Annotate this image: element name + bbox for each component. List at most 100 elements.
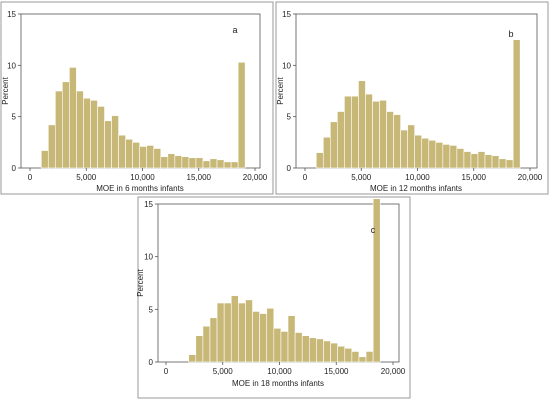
panel-a-bar [237,61,246,169]
panel-b-bar [491,155,500,169]
panel-c-bar [337,345,346,363]
panel-c-bar [259,313,268,363]
panel-b-bar [344,95,352,169]
panel-b-frame [275,1,549,195]
panel-a-bar [202,160,211,169]
panel-b-bar [428,139,437,169]
panel-b-x-tick-label: 20,000 [518,173,543,182]
panel-c-bar [358,356,367,363]
panel-c-bar [252,311,260,363]
panel-c-bar [323,340,331,363]
panel-c-bar [245,299,253,363]
panel-c-bar [238,302,246,363]
panel-c-x-axis-label: MOE in 18 months infants [232,379,324,388]
panel-a-y-tick-label: 5 [12,113,17,122]
panel-c-bar [372,198,381,363]
panel-c-bar [202,325,211,363]
panel-b-y-tick-label: 15 [282,10,291,19]
panel-c-label: c [371,225,376,235]
panel-c-y-tick-label: 15 [144,200,153,209]
panel-a-bar [90,99,98,169]
panel-b-y-tick-label: 0 [287,164,292,173]
panel-a-x-ticks: 0 5,000 10,000 15,000 20,000 [28,168,268,182]
panel-c-bar [308,337,317,363]
panel-c-bar [344,348,353,363]
panel-c-bar [316,338,324,363]
panel-a-frame [0,1,274,195]
panel-a-bar [230,161,239,169]
panel-b: 0 5,000 10,000 15,000 20,000 0 5 10 15 MOE in 1… [275,1,549,195]
panel-a-bar [76,90,84,169]
panel-b-bar [421,137,430,169]
panel-b-bar [379,99,387,169]
panel-c-y-tick-label: 0 [149,358,154,367]
panel-c-x-tick-label: 20,000 [381,367,406,376]
panel-b-bar [330,121,338,169]
panel-a-bars [40,61,246,169]
panel-a-x-tick-label: 10,000 [130,173,155,182]
panel-a-bar [209,158,218,169]
panel-a-bar [181,156,190,169]
panel-a-y-ticks: 0 5 10 15 [7,10,21,173]
panel-c-bar [330,342,338,363]
panel-a-bar [104,120,112,169]
panel-b-bar [456,148,465,169]
panel-b-x-tick-label: 0 [303,173,308,182]
panel-b-bar [351,95,359,169]
panel-b-bar [463,151,472,169]
panel-b-bar [414,134,423,169]
panel-c-y-tick-label: 10 [144,253,153,262]
panel-c-bar [230,295,239,363]
panel-c-bar [273,327,282,363]
panel-b-bar [498,158,507,169]
panel-b-bar [315,152,324,169]
panel-b-bar [442,144,451,169]
panel-a-bar [62,81,70,169]
panel-b-bar [407,124,415,169]
panel-a-x-tick-label: 20,000 [243,173,268,182]
panel-b-bar [322,136,331,169]
panel-b-bars [315,39,521,169]
panel-c-bar [280,331,289,363]
panel-a-bar [160,156,169,169]
panel-a-bar [69,67,77,169]
panel-a-bar [174,155,183,169]
panel-a-bar [83,97,91,169]
panel-c-bar [223,302,232,363]
panel-c-bars [188,198,381,363]
panel-c-x-tick-label: 5,000 [213,367,234,376]
panel-a-y-tick-label: 0 [12,164,17,173]
panel-b-y-tick-label: 5 [287,113,292,122]
panel-b-y-tick-label: 10 [282,61,291,70]
panel-a-x-tick-label: 0 [28,173,33,182]
panel-b-y-ticks: 0 5 10 15 [282,10,296,173]
panel-a-bar [167,153,176,169]
panel-c-bar [188,354,197,363]
panel-b-label: b [508,29,513,39]
panel-b-bar [484,154,493,169]
panel-b-x-tick-label: 5,000 [351,173,372,182]
panel-a-bar [125,138,133,169]
panel-a-bar [111,115,119,169]
panel-a-bar [153,148,162,169]
panel-c-y-ticks: 0 5 10 15 [144,200,158,367]
panel-a-bar [118,134,126,169]
panel-a-bar [97,106,105,169]
panel-c-frame [137,196,411,399]
panel-c-y-axis-label: Percent [136,268,145,296]
panel-a-bar [223,161,232,169]
panel-b-bar [477,151,486,169]
panel-c-bar [266,307,275,363]
panel-b-bar [449,145,458,169]
panel-b-y-axis-label: Percent [276,76,285,104]
panel-a-bar [47,124,56,169]
panel-a-bar [195,157,204,169]
panel-a-x-axis-label: MOE in 6 months infants [96,184,184,193]
panel-c-bar [301,335,310,363]
panel-c-y-tick-label: 5 [149,305,154,314]
panel-a-y-tick-label: 15 [7,10,16,19]
panel-c: 0 5,000 10,000 15,000 20,000 0 5 10 15 MOE in 1… [136,196,411,399]
panel-c-bar [287,315,296,363]
